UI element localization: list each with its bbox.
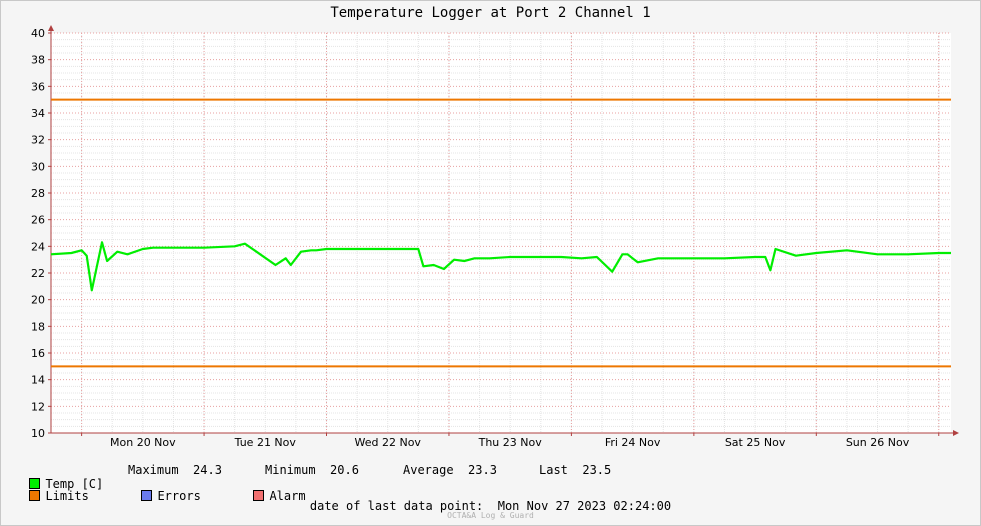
last-value: 23.5	[582, 463, 612, 477]
y-tick-label: 32	[31, 134, 45, 147]
y-tick-label: 12	[31, 400, 45, 413]
y-tick-label: 10	[31, 427, 45, 440]
footer-credit: OCTA&A Log & Guard	[447, 511, 534, 520]
x-tick-label: Thu 23 Nov	[478, 436, 543, 449]
average-stat: Average 23.3	[403, 463, 497, 477]
x-tick-label: Sat 25 Nov	[725, 436, 786, 449]
temp-swatch	[29, 478, 41, 489]
alarm-legend-label: Alarm	[269, 489, 306, 503]
errors-swatch	[141, 490, 153, 501]
y-tick-label: 14	[31, 374, 45, 387]
y-tick-label: 26	[31, 214, 45, 227]
limits-swatch	[29, 490, 41, 501]
last-label: Last	[539, 463, 568, 477]
x-tick-label: Mon 20 Nov	[110, 436, 176, 449]
x-axis-arrow	[953, 430, 959, 436]
last-data-point: date of last data point: Mon Nov 27 2023…	[309, 499, 672, 513]
y-axis-arrow	[48, 25, 54, 31]
average-value: 23.3	[468, 463, 497, 477]
x-tick-label: Tue 21 Nov	[234, 436, 297, 449]
alarm-swatch	[253, 490, 265, 501]
average-label: Average	[403, 463, 454, 477]
last-stat: Last 23.5	[539, 463, 611, 477]
legend-row-alarm: Alarm	[239, 475, 306, 503]
y-tick-label: 30	[31, 160, 45, 173]
y-tick-label: 28	[31, 187, 45, 200]
legend-row-temp: Temp [C]	[15, 463, 103, 491]
minimum-label: Minimum	[265, 463, 316, 477]
temp-legend-label: Temp [C]	[45, 477, 104, 491]
y-tick-label: 24	[31, 240, 45, 253]
y-tick-label: 36	[31, 80, 45, 93]
legend-row-limits: Limits	[15, 475, 89, 503]
x-tick-label: Fri 24 Nov	[605, 436, 661, 449]
maximum-value: 24.3	[193, 463, 222, 477]
legend-row-errors: Errors	[127, 475, 201, 503]
x-tick-label: Sun 26 Nov	[846, 436, 910, 449]
chart-title: Temperature Logger at Port 2 Channel 1	[330, 5, 651, 21]
errors-legend-label: Errors	[157, 489, 201, 503]
x-tick-label: Wed 22 Nov	[355, 436, 422, 449]
minimum-stat: Minimum 20.6	[265, 463, 359, 477]
y-tick-label: 22	[31, 267, 45, 280]
y-tick-label: 34	[31, 107, 45, 120]
y-tick-label: 20	[31, 294, 45, 307]
limits-legend-label: Limits	[45, 489, 89, 503]
temp-series-line	[50, 241, 951, 292]
y-tick-label: 18	[31, 320, 45, 333]
y-tick-label: 40	[31, 27, 45, 40]
minimum-value: 20.6	[330, 463, 359, 477]
maximum-label: Maximum	[128, 463, 179, 477]
y-tick-label: 38	[31, 54, 45, 67]
maximum-stat: Maximum 24.3	[128, 463, 222, 477]
y-tick-label: 16	[31, 347, 45, 360]
